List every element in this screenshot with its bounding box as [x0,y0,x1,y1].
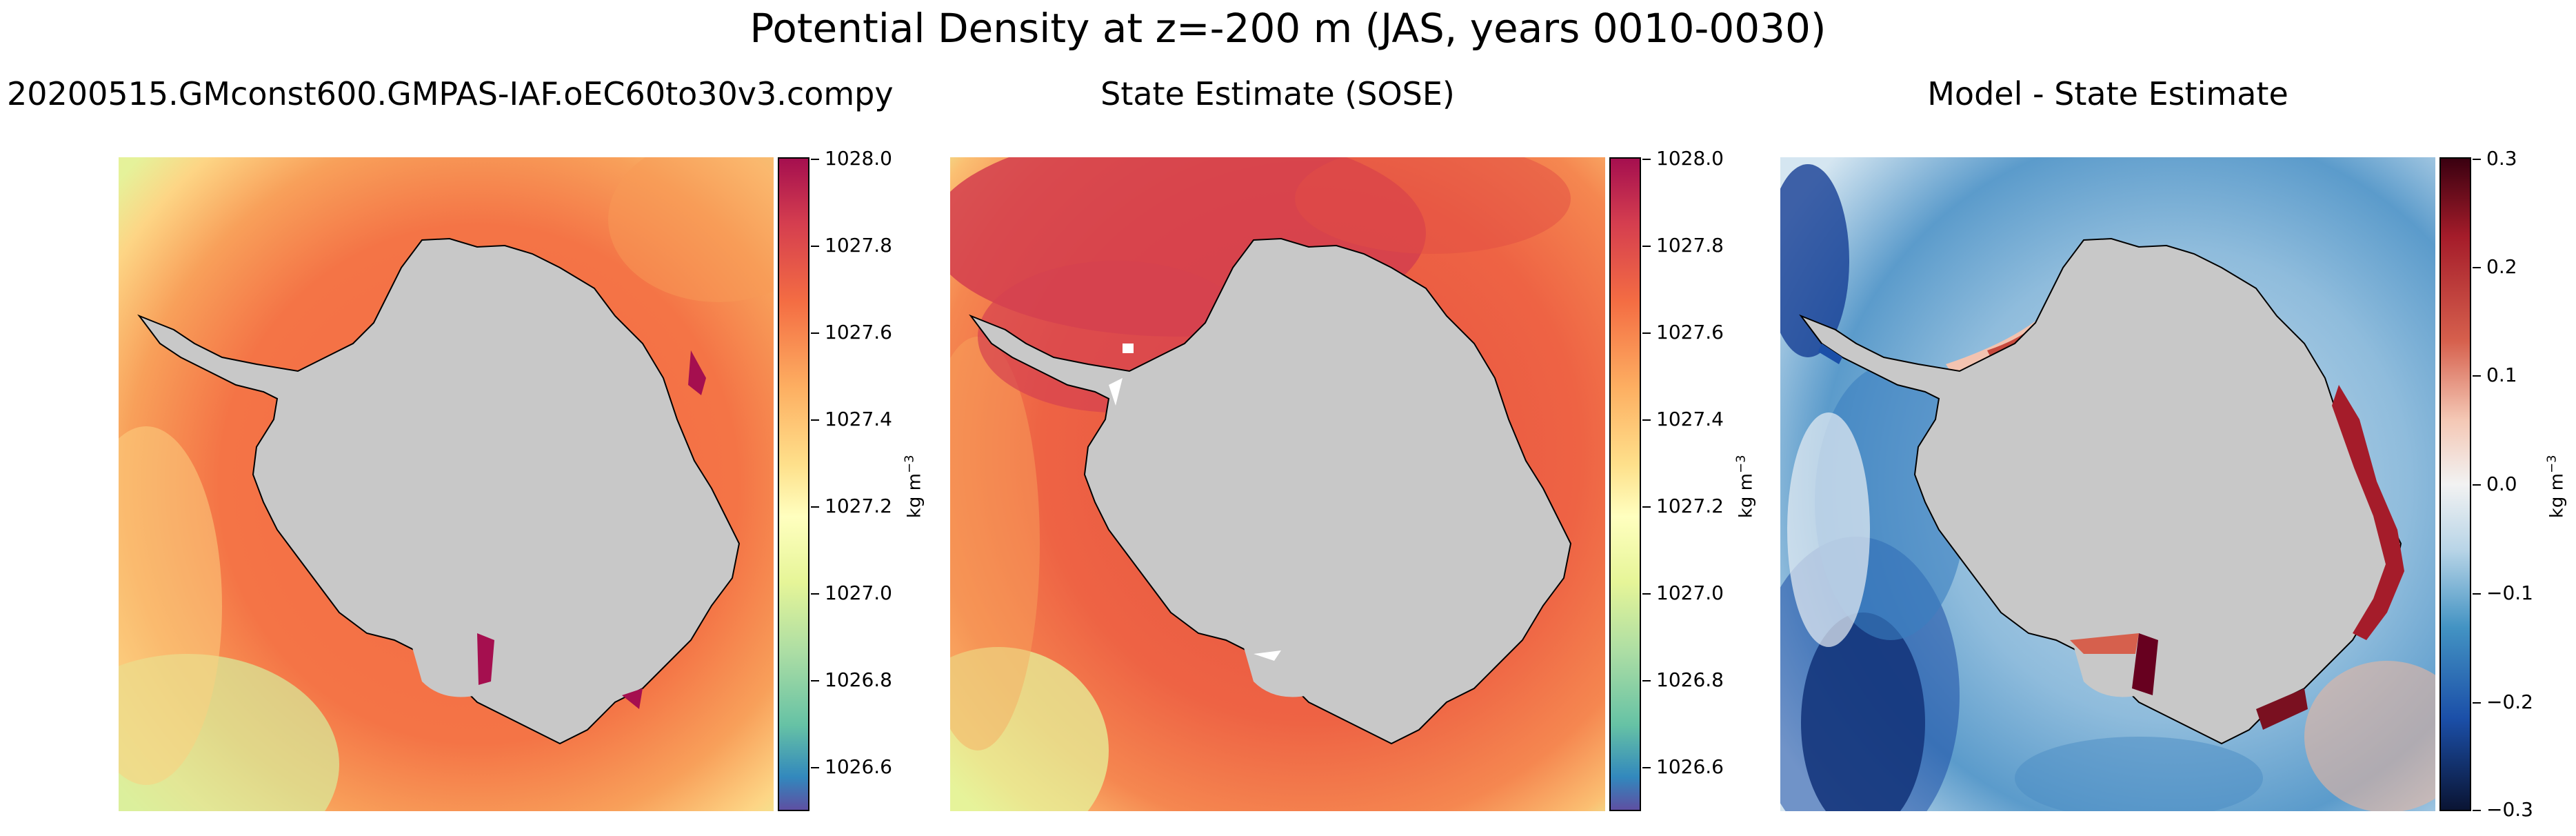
panel-sose-unit: kg m−3 [1733,455,1757,519]
cbar-tick: 1027.2 [1656,495,1724,517]
cbar-tick: −0.1 [2486,581,2533,604]
cbar-tick: 1027.4 [825,408,892,430]
cbar-tick: 1026.6 [825,755,892,778]
panel-diff-title: Model - State Estimate [1927,75,2288,112]
cbar-tick: 0.0 [2486,472,2517,495]
panel-sose-map [950,157,1605,811]
cbar-tick: −0.2 [2486,690,2533,713]
cbar-tick: 1026.8 [825,668,892,691]
cbar-tick: 1027.6 [825,321,892,344]
cbar-tick: 1026.8 [1656,668,1724,691]
cbar-tick: 1027.6 [1656,321,1724,344]
cbar-tick: 1028.0 [825,147,892,170]
panel-model-unit: kg m−3 [902,455,925,519]
cbar-tick: 1028.0 [1656,147,1724,170]
panel-diff-unit: kg m−3 [2544,455,2568,519]
cbar-tick: 0.2 [2486,255,2517,278]
panel-sose-title: State Estimate (SOSE) [1100,75,1455,112]
panel-diff-colorbar: 0.3 0.2 0.1 0.0 −0.1 −0.2 −0.3 [2439,148,2533,821]
cbar-tick: 1027.4 [1656,408,1724,430]
cbar-tick: 1027.0 [825,581,892,604]
panel-sose-colorbar: 1028.0 1027.8 1027.6 1027.4 1027.2 1027.… [1609,148,1724,811]
figure-suptitle: Potential Density at z=-200 m (JAS, year… [749,5,1827,52]
panel-model-map [119,157,774,811]
cbar-tick: 0.1 [2486,364,2517,386]
cbar-tick: 1027.8 [825,234,892,257]
cbar-tick: 1026.6 [1656,755,1724,778]
cbar-tick: 0.3 [2486,147,2517,170]
cbar-tick: 1027.8 [1656,234,1724,257]
panel-model-colorbar: 1028.0 1027.8 1027.6 1027.4 1027.2 1027.… [778,148,892,811]
cbar-tick: −0.3 [2486,798,2533,821]
panel-model-title: 20200515.GMconst600.GMPAS-IAF.oEC60to30v… [7,75,894,112]
cbar-tick: 1027.2 [825,495,892,517]
panel-diff-map [1780,157,2435,811]
cbar-tick: 1027.0 [1656,581,1724,604]
